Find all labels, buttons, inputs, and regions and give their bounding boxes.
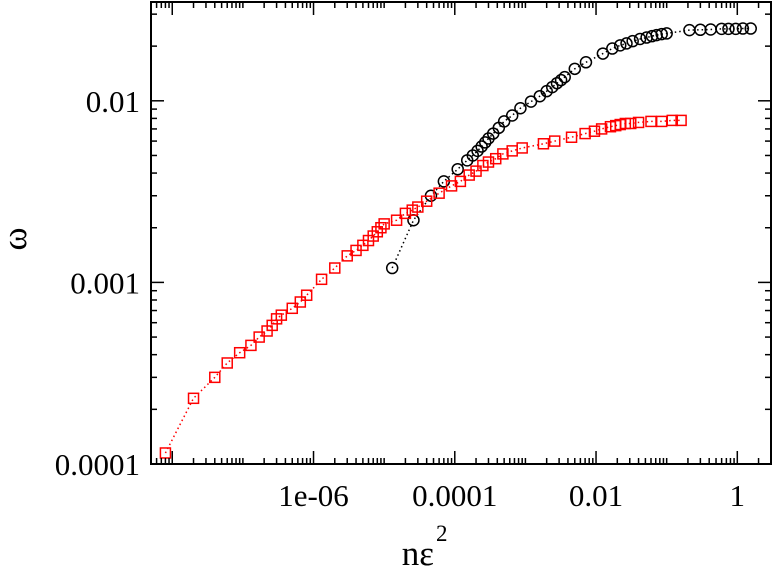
square-marker <box>588 125 601 137</box>
square-marker <box>209 371 221 384</box>
circle-marker <box>514 101 527 115</box>
square-marker <box>245 339 257 352</box>
circle-marker <box>729 22 742 36</box>
square-marker <box>624 117 637 130</box>
plot-frame <box>150 1 772 465</box>
circle-marker <box>505 109 519 122</box>
square-marker <box>454 175 467 188</box>
square-marker <box>399 207 412 220</box>
square-marker <box>463 169 475 181</box>
circle-marker <box>471 144 484 158</box>
circle-marker <box>497 115 511 128</box>
square-marker <box>294 296 307 308</box>
circle-marker <box>633 32 647 46</box>
square-marker <box>275 309 288 321</box>
y-axis-title: ω <box>0 227 34 250</box>
circle-marker <box>579 56 593 69</box>
circle-marker <box>606 42 619 55</box>
x-tick-label: 0.01 <box>569 478 623 513</box>
square-marker <box>286 302 299 315</box>
square-marker <box>433 187 445 199</box>
square-marker <box>375 221 387 234</box>
circle-marker <box>550 76 564 90</box>
x-axis-title: nε <box>402 534 434 570</box>
square-marker <box>675 114 687 127</box>
circle-marker <box>722 22 735 36</box>
circle-marker <box>554 73 568 87</box>
x-tick-label: 0.0001 <box>412 478 497 513</box>
square-marker <box>159 447 172 459</box>
circle-marker <box>620 37 633 50</box>
square-marker <box>315 273 328 286</box>
square-marker <box>537 138 550 150</box>
square-marker <box>548 135 561 147</box>
square-marker <box>516 142 528 154</box>
circle-marker <box>475 140 488 153</box>
square-marker <box>420 195 433 207</box>
square-marker <box>253 331 265 343</box>
square-marker <box>482 156 495 168</box>
circle-marker <box>626 34 639 48</box>
square-marker <box>632 116 645 129</box>
circle-marker <box>478 136 492 149</box>
circle-marker <box>736 22 750 35</box>
circle-marker <box>385 261 399 275</box>
circle-marker <box>568 62 582 76</box>
square-marker <box>300 289 313 301</box>
circle-marker <box>613 39 627 52</box>
y-tick-label: 0.01 <box>86 84 140 119</box>
x-tick-label: 1 <box>730 478 746 513</box>
square-marker <box>187 392 200 405</box>
square-marker <box>233 346 246 359</box>
circle-marker <box>744 22 757 35</box>
circle-marker <box>660 27 673 40</box>
series-layer <box>159 22 757 459</box>
y-tick-label: 0.0001 <box>55 447 140 482</box>
square-marker <box>221 357 233 369</box>
square-marker <box>595 123 608 135</box>
circle-marker <box>655 27 668 41</box>
square-marker <box>378 218 390 230</box>
square-marker <box>666 114 679 127</box>
x-axis-title-superscript: 2 <box>436 521 448 546</box>
square-marker <box>412 201 424 213</box>
series-2 <box>159 114 687 459</box>
circle-marker <box>524 95 538 108</box>
labels-layer: 1e-06 0.0001 0.01 1 0.0001 0.001 0.01 <box>55 84 745 513</box>
circle-marker <box>451 162 464 176</box>
circle-marker <box>596 47 610 60</box>
circle-marker <box>645 29 659 43</box>
square-marker <box>329 262 341 274</box>
square-marker <box>565 131 578 143</box>
x-tick-label: 1e-06 <box>278 478 349 513</box>
circle-marker <box>715 22 728 36</box>
circle-marker <box>558 70 571 84</box>
y-tick-label: 0.001 <box>70 265 140 300</box>
square-marker <box>390 214 403 226</box>
square-marker <box>371 226 384 238</box>
